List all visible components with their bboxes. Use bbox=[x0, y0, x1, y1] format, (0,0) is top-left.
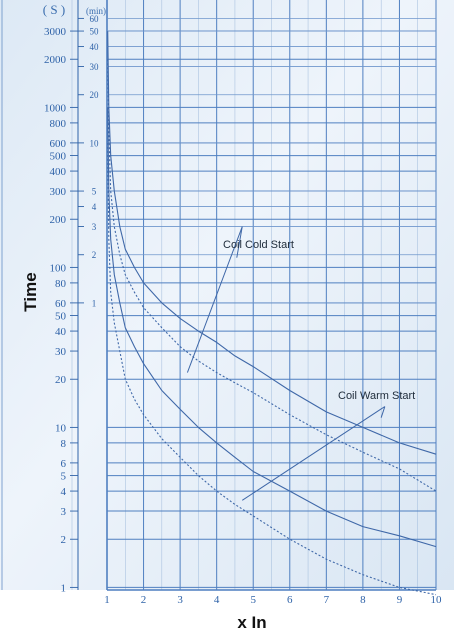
x-axis-label: x In bbox=[237, 613, 266, 632]
y-minutes-tick-label: 60 bbox=[90, 14, 100, 24]
y-minutes-tick-label: 4 bbox=[92, 202, 97, 212]
y-seconds-tick-label: 8 bbox=[61, 438, 67, 450]
y-minutes-tick-label: 2 bbox=[92, 250, 97, 260]
y-seconds-tick-label: 500 bbox=[50, 151, 67, 163]
x-tick-label: 9 bbox=[397, 594, 403, 606]
trip-curve-series-2 bbox=[107, 59, 437, 492]
annotation-leader-line-1 bbox=[186, 226, 243, 373]
y-seconds-tick-label: 6 bbox=[61, 458, 67, 470]
y-seconds-tick-label: 600 bbox=[50, 138, 67, 150]
annotation-leader-line-1 bbox=[236, 226, 243, 258]
x-tick-label: 1 bbox=[104, 594, 110, 606]
y-minutes-tick-label: 5 bbox=[92, 187, 97, 197]
y-seconds-tick-label: 1 bbox=[61, 582, 67, 594]
x-tick-label: 3 bbox=[177, 594, 183, 606]
y-seconds-tick-label: 400 bbox=[50, 166, 67, 178]
y-seconds-tick-label: 20 bbox=[55, 374, 67, 386]
y-minutes-tick-label: 1 bbox=[92, 298, 97, 308]
y-seconds-tick-label: 3 bbox=[61, 506, 67, 518]
trip-curve-series-1 bbox=[107, 31, 437, 455]
curve-series bbox=[107, 31, 437, 596]
y-seconds-tick-label: 5 bbox=[61, 471, 67, 483]
annotation-cold-start: Coil Cold Start bbox=[223, 239, 294, 251]
y-seconds-tick-label: 200 bbox=[50, 214, 67, 226]
y-seconds-tick-label: 1000 bbox=[44, 102, 67, 114]
annotation-layer bbox=[186, 226, 386, 501]
y-minutes-tick-labels: 1 2 3 4 5 10 20 30 40 50 60 bbox=[90, 14, 100, 309]
trip-curve-series-3 bbox=[107, 107, 437, 548]
y-seconds-tick-label: 3000 bbox=[44, 26, 67, 38]
y-seconds-tick-label: 4 bbox=[61, 486, 67, 498]
y-minutes-tick-label: 3 bbox=[92, 222, 97, 232]
x-tick-label: 10 bbox=[431, 594, 443, 606]
y-seconds-tick-label: 300 bbox=[50, 186, 67, 198]
x-tick-label: 7 bbox=[324, 594, 330, 606]
y-minutes-tick-label: 50 bbox=[90, 27, 100, 37]
y-seconds-tick-label: 10 bbox=[55, 422, 67, 434]
grid-lines bbox=[106, 0, 437, 591]
x-tick-labels: 1 2 3 4 5 6 7 8 9 10 bbox=[104, 594, 442, 606]
y-minutes-tick-label: 20 bbox=[90, 90, 100, 100]
y-seconds-tick-label: 100 bbox=[50, 262, 67, 274]
y-minutes-unit: (min) bbox=[86, 6, 106, 16]
y-minutes-tick-label: 10 bbox=[90, 138, 100, 148]
x-tick-label: 6 bbox=[287, 594, 293, 606]
trip-curve-series-4 bbox=[107, 142, 437, 596]
x-tick-label: 8 bbox=[360, 594, 366, 606]
plot-paper bbox=[0, 0, 454, 590]
x-tick-label: 4 bbox=[214, 594, 220, 606]
y-minutes-tick-label: 30 bbox=[90, 62, 100, 72]
y-seconds-tick-label: 60 bbox=[55, 298, 67, 310]
y-seconds-unit: ( S ) bbox=[43, 2, 65, 17]
y-seconds-tick-label: 40 bbox=[55, 326, 67, 338]
y-seconds-tick-label: 800 bbox=[50, 118, 67, 130]
y-seconds-tick-label: 2000 bbox=[44, 54, 67, 66]
annotation-leader-line-2 bbox=[380, 406, 386, 418]
x-tick-label: 5 bbox=[250, 594, 256, 606]
y-seconds-tick-label: 30 bbox=[55, 346, 67, 358]
left-axis-frame bbox=[1, 0, 84, 590]
x-tick-label: 2 bbox=[141, 594, 147, 606]
y-seconds-tick-label: 50 bbox=[55, 311, 67, 323]
annotation-warm-start: Coil Warm Start bbox=[338, 390, 415, 402]
y-seconds-tick-label: 80 bbox=[55, 278, 67, 290]
y-seconds-tick-label: 2 bbox=[61, 534, 67, 546]
annotation-leader-line-2 bbox=[241, 406, 386, 501]
y-minutes-tick-label: 40 bbox=[90, 42, 100, 52]
y-axis-label: Time bbox=[21, 272, 40, 311]
